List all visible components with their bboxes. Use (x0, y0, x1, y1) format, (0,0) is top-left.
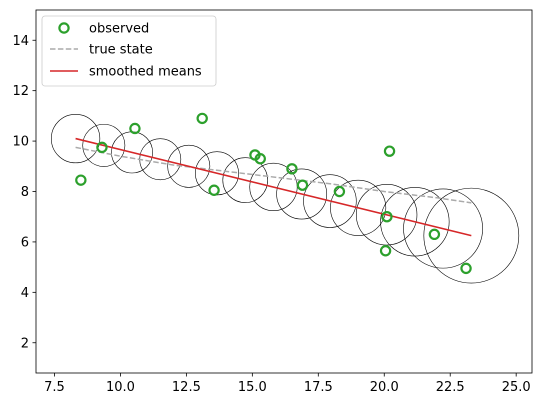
legend: observed true state smoothed means (41, 15, 217, 87)
observed-point (428, 228, 441, 241)
observed-point (196, 112, 208, 125)
uncertainty-circle (276, 168, 328, 220)
smoothed-means-line (75, 137, 472, 237)
y-tick-label: 6 (21, 235, 29, 250)
x-tick-label: 15.0 (238, 380, 267, 395)
x-tick-label: 7.5 (44, 380, 65, 395)
observed-point (296, 179, 309, 191)
axis-ticks: 7.5 10.0 12.5 15.0 17.5 20.0 22.5 25.0 2 4 6 8 10 12 1… (12, 34, 530, 395)
legend-label: observed (89, 22, 149, 37)
uncertainty-circle (167, 144, 211, 188)
series-lines (75, 137, 472, 237)
y-tick-label: 12 (12, 84, 29, 99)
x-tick-label: 10.0 (106, 380, 135, 395)
legend-label: smoothed means (89, 65, 202, 80)
uncertainty-circles (51, 113, 520, 284)
y-tick-label: 14 (12, 34, 29, 49)
uncertainty-circle (355, 184, 418, 246)
observed-point (383, 145, 396, 157)
uncertainty-circle (423, 187, 520, 284)
uncertainty-circle (303, 174, 357, 228)
observed-point (286, 163, 298, 175)
legend-label: true state (89, 43, 153, 58)
uncertainty-circle (51, 113, 101, 164)
observed-point (460, 262, 472, 275)
uncertainty-circle (403, 188, 483, 269)
observed-point (254, 153, 266, 165)
x-tick-label: 22.5 (436, 380, 465, 395)
x-tick-label: 17.5 (304, 380, 333, 395)
y-tick-label: 2 (21, 336, 29, 351)
observed-point (75, 174, 87, 186)
x-tick-label: 20.0 (370, 380, 399, 395)
uncertainty-circle (82, 123, 126, 167)
observed-point (333, 185, 346, 198)
y-tick-label: 10 (12, 135, 29, 150)
observed-point (96, 141, 108, 154)
x-tick-label: 25.0 (502, 380, 531, 395)
observed-point (129, 122, 141, 135)
observed-point (379, 245, 392, 257)
y-tick-label: 8 (21, 185, 29, 200)
observed-points (75, 112, 472, 275)
y-tick-label: 4 (21, 286, 29, 301)
uncertainty-circle (330, 179, 387, 236)
uncertainty-circle (222, 157, 268, 203)
observed-point (381, 211, 393, 223)
true-state-line (75, 146, 472, 204)
x-tick-label: 12.5 (172, 380, 201, 395)
legend-marker-observed (58, 22, 70, 34)
legend-box (41, 15, 217, 87)
observed-point (208, 184, 220, 196)
